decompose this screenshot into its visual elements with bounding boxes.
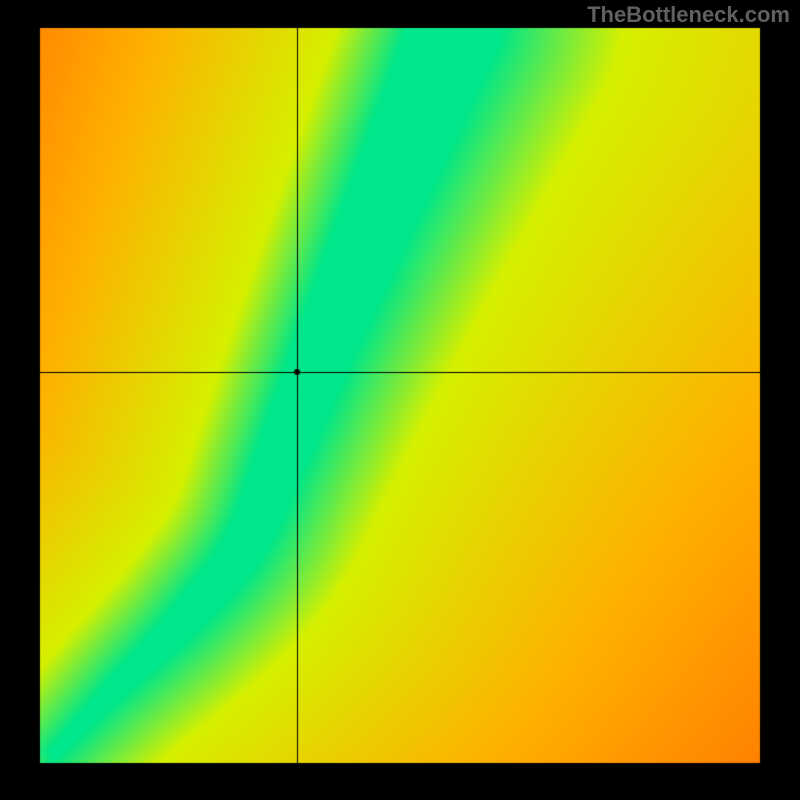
- watermark-label: TheBottleneck.com: [587, 2, 790, 28]
- chart-container: TheBottleneck.com: [0, 0, 800, 800]
- bottleneck-heatmap: [0, 0, 800, 800]
